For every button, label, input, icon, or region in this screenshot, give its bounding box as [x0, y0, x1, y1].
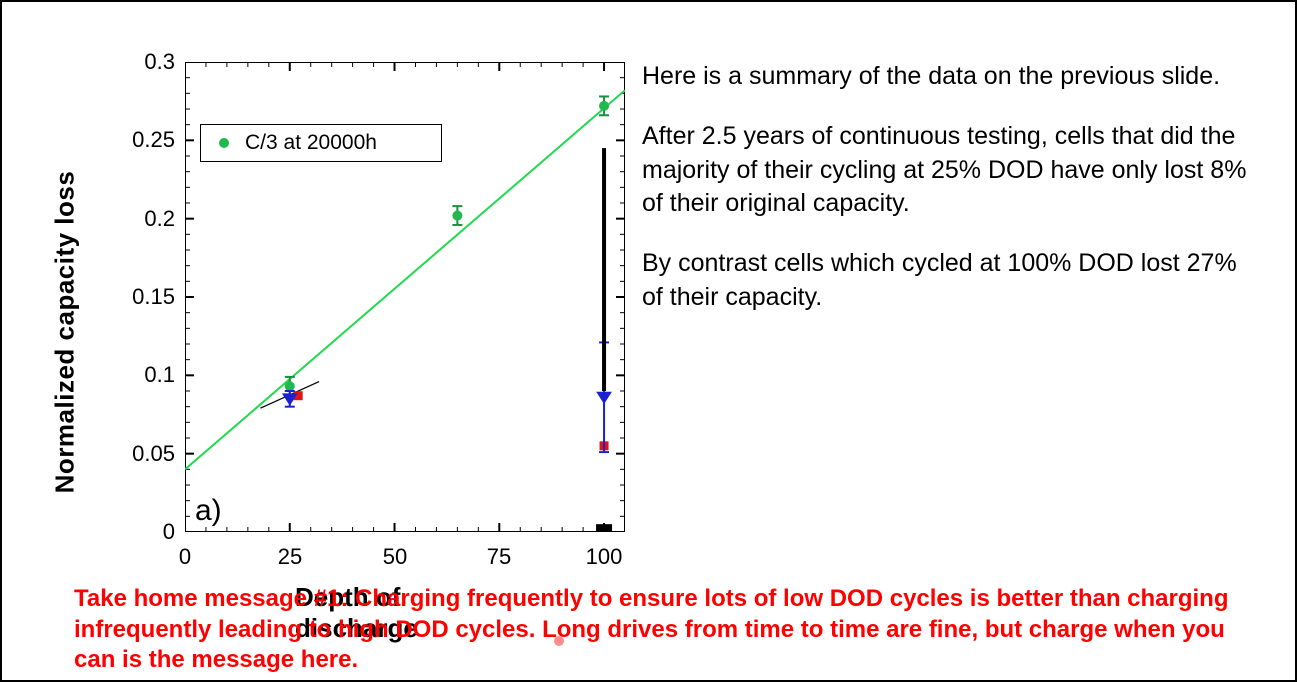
ytick-015: 0.15 [105, 284, 175, 310]
ytick-03: 0.3 [105, 49, 175, 75]
text-column: Here is a summary of the data on the pre… [642, 60, 1262, 341]
xtick-50: 50 [383, 544, 407, 570]
ytick-005: 0.05 [105, 441, 175, 467]
take-home-message: Take home message #1: Charging frequentl… [74, 584, 1244, 676]
chart-container: Normalized capacity loss Depth of discha… [50, 42, 625, 582]
legend-label: C/3 at 20000h [245, 131, 377, 155]
xtick-25: 25 [278, 544, 302, 570]
paragraph-2: After 2.5 years of continuous testing, c… [642, 120, 1262, 221]
legend: C/3 at 20000h [200, 124, 442, 162]
xtick-75: 75 [487, 544, 511, 570]
cursor-indicator [554, 636, 564, 646]
ytick-025: 0.25 [105, 127, 175, 153]
panel-label: a) [195, 494, 222, 528]
ytick-0: 0 [105, 519, 175, 545]
slide-frame: Normalized capacity loss Depth of discha… [0, 0, 1297, 682]
xtick-0: 0 [179, 544, 191, 570]
ytick-02: 0.2 [105, 206, 175, 232]
paragraph-1: Here is a summary of the data on the pre… [642, 60, 1262, 94]
xtick-100: 100 [586, 544, 623, 570]
ytick-01: 0.1 [105, 362, 175, 388]
legend-marker [219, 138, 229, 148]
y-axis-label: Normalized capacity loss [50, 171, 81, 494]
paragraph-3: By contrast cells which cycled at 100% D… [642, 247, 1262, 315]
